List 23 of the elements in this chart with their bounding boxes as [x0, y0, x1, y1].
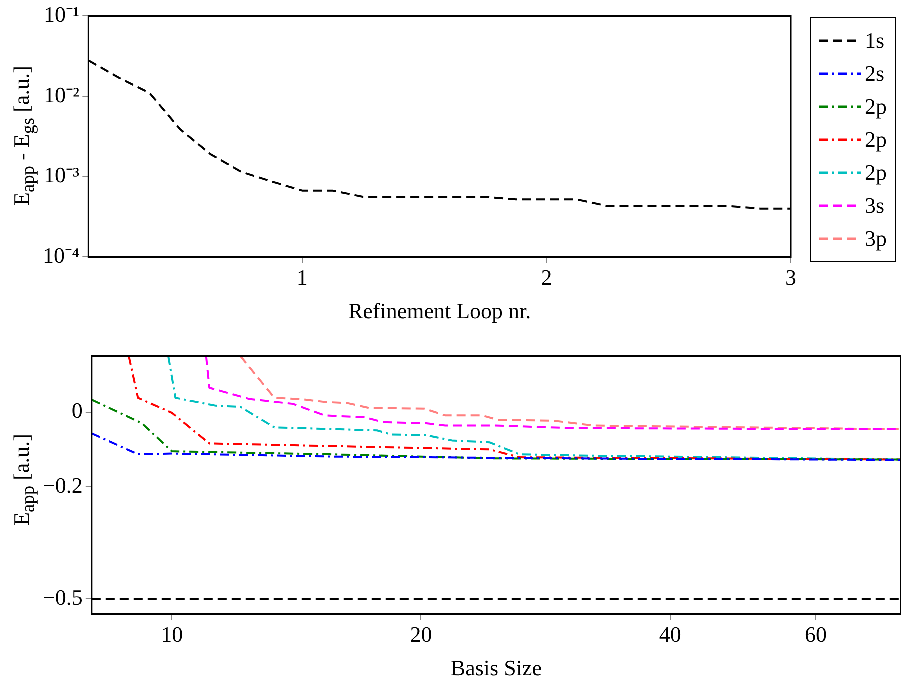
legend-label: 3p	[865, 226, 887, 252]
x-tick-label: 3	[786, 265, 796, 290]
x-tick-label: 10	[161, 622, 184, 648]
x-tick-label: 60	[805, 622, 828, 648]
y-tick-label: −0.5	[42, 585, 83, 610]
legend-label: 3s	[865, 192, 885, 218]
legend-label: 2s	[865, 60, 885, 86]
y-tick-label: 10⁻²	[44, 82, 80, 108]
y-tick-label: 0	[72, 398, 83, 424]
x-tick-label: 40	[659, 622, 682, 648]
x-tick-label: 20	[410, 622, 432, 648]
y-tick-label: 10⁻⁴	[43, 242, 80, 268]
legend-label: 1s	[865, 28, 885, 54]
legend-label: 2p	[865, 160, 887, 186]
y-tick-label: −0.2	[42, 472, 83, 498]
legend-label: 2p	[865, 94, 887, 120]
y-tick-label: 10⁻³	[44, 162, 80, 188]
y-tick-label: 10⁻¹	[44, 2, 80, 27]
x-tick-label: 2	[541, 265, 552, 290]
x-axis-title: Basis Size	[450, 656, 542, 681]
x-axis-title: Refinement Loop nr.	[348, 298, 532, 324]
x-tick-label: 1	[296, 265, 308, 290]
legend-label: 2p	[865, 126, 887, 152]
